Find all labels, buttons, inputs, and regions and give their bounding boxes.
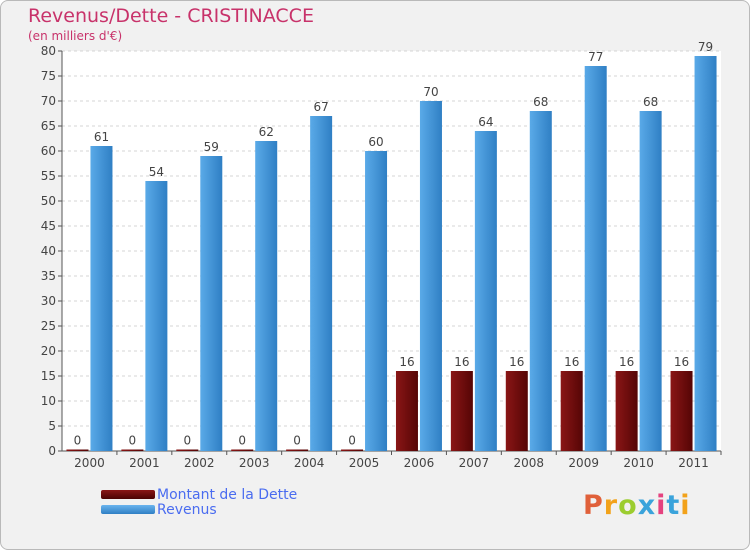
- bar-debt: [341, 449, 364, 451]
- y-tick-label: 50: [41, 194, 56, 208]
- bar-revenus: [310, 116, 333, 451]
- x-tick-label: 2011: [678, 456, 709, 470]
- data-label-revenus: 77: [588, 50, 603, 64]
- bar-revenus: [474, 131, 497, 451]
- y-tick-label: 70: [41, 94, 56, 108]
- y-tick-label: 75: [41, 69, 56, 83]
- y-tick-label: 25: [41, 319, 56, 333]
- logo-letter: o: [618, 490, 638, 521]
- y-tick-label: 55: [41, 169, 56, 183]
- x-tick-label: 2009: [568, 456, 599, 470]
- data-label-revenus: 62: [259, 125, 274, 139]
- data-label-revenus: 64: [478, 115, 493, 129]
- data-label-revenus: 68: [533, 95, 548, 109]
- y-tick-label: 40: [41, 244, 56, 258]
- y-tick-label: 45: [41, 219, 56, 233]
- bar-debt: [615, 371, 638, 451]
- data-label-debt: 16: [674, 355, 689, 369]
- logo-letter: x: [637, 490, 657, 521]
- x-tick-label: 2004: [294, 456, 325, 470]
- data-label-debt: 0: [238, 434, 246, 448]
- bar-revenus: [529, 111, 552, 451]
- bar-debt: [395, 371, 418, 451]
- data-label-revenus: 61: [94, 130, 109, 144]
- legend-label-debt: Montant de la Dette: [157, 486, 298, 503]
- y-tick-label: 35: [41, 269, 56, 283]
- legend-swatch-debt: [101, 490, 155, 499]
- legend-item-revenus[interactable]: Revenus: [101, 501, 297, 518]
- y-tick-label: 10: [41, 394, 56, 408]
- data-label-revenus: 60: [368, 135, 383, 149]
- x-tick-label: 2000: [74, 456, 105, 470]
- chart-subtitle: (en milliers d'€): [28, 29, 123, 43]
- logo-letter: r: [603, 490, 619, 521]
- logo-letter: t: [666, 490, 681, 521]
- bar-revenus: [419, 101, 442, 451]
- data-label-debt: 16: [619, 355, 634, 369]
- bar-revenus: [584, 66, 607, 451]
- bar-debt: [450, 371, 473, 451]
- bar-revenus: [90, 146, 113, 451]
- data-label-revenus: 70: [423, 85, 438, 99]
- bar-debt: [176, 449, 199, 451]
- x-tick-label: 2003: [239, 456, 270, 470]
- x-tick-label: 2007: [459, 456, 490, 470]
- y-tick-label: 15: [41, 369, 56, 383]
- data-label-debt: 0: [293, 434, 301, 448]
- data-label-debt: 16: [564, 355, 579, 369]
- bar-debt: [286, 449, 309, 451]
- y-tick-label: 5: [48, 419, 56, 433]
- x-tick-label: 2010: [623, 456, 654, 470]
- bar-revenus: [200, 156, 223, 451]
- bar-debt: [505, 371, 528, 451]
- logo-letter: i: [656, 490, 667, 521]
- proxiti-logo: Proxiti: [583, 490, 691, 521]
- data-label-debt: 0: [183, 434, 191, 448]
- data-label-revenus: 59: [204, 140, 219, 154]
- bar-revenus: [639, 111, 662, 451]
- x-tick-label: 2005: [349, 456, 380, 470]
- data-label-debt: 0: [129, 434, 137, 448]
- x-tick-label: 2008: [514, 456, 545, 470]
- y-tick-label: 60: [41, 144, 56, 158]
- bar-revenus: [365, 151, 388, 451]
- data-label-debt: 16: [399, 355, 414, 369]
- x-tick-label: 2006: [404, 456, 435, 470]
- bar-revenus: [255, 141, 278, 451]
- data-label-revenus: 67: [313, 100, 328, 114]
- legend-item-debt[interactable]: Montant de la Dette: [101, 486, 298, 503]
- legend-label-revenus: Revenus: [157, 501, 217, 518]
- bar-revenus: [145, 181, 168, 451]
- bar-debt: [231, 449, 254, 451]
- data-label-debt: 0: [74, 434, 82, 448]
- data-label-revenus: 54: [149, 165, 164, 179]
- y-tick-label: 0: [48, 444, 56, 458]
- bar-debt: [560, 371, 583, 451]
- chart-title: Revenus/Dette - CRISTINACCE: [28, 5, 314, 27]
- y-tick-label: 65: [41, 119, 56, 133]
- bar-revenus: [694, 56, 717, 451]
- y-tick-label: 80: [41, 44, 56, 58]
- data-label-debt: 0: [348, 434, 356, 448]
- bar-debt: [670, 371, 693, 451]
- y-tick-label: 30: [41, 294, 56, 308]
- x-tick-label: 2001: [129, 456, 160, 470]
- y-tick-label: 20: [41, 344, 56, 358]
- logo-letter: P: [583, 490, 604, 521]
- bar-debt: [121, 449, 144, 451]
- logo-letter: i: [680, 490, 691, 521]
- data-label-revenus: 79: [698, 40, 713, 54]
- bar-debt: [66, 449, 89, 451]
- data-label-revenus: 68: [643, 95, 658, 109]
- x-tick-label: 2002: [184, 456, 215, 470]
- legend-swatch-revenus: [101, 505, 155, 514]
- data-label-debt: 16: [509, 355, 524, 369]
- legend: Montant de la Dette Revenus: [101, 486, 298, 518]
- data-label-debt: 16: [454, 355, 469, 369]
